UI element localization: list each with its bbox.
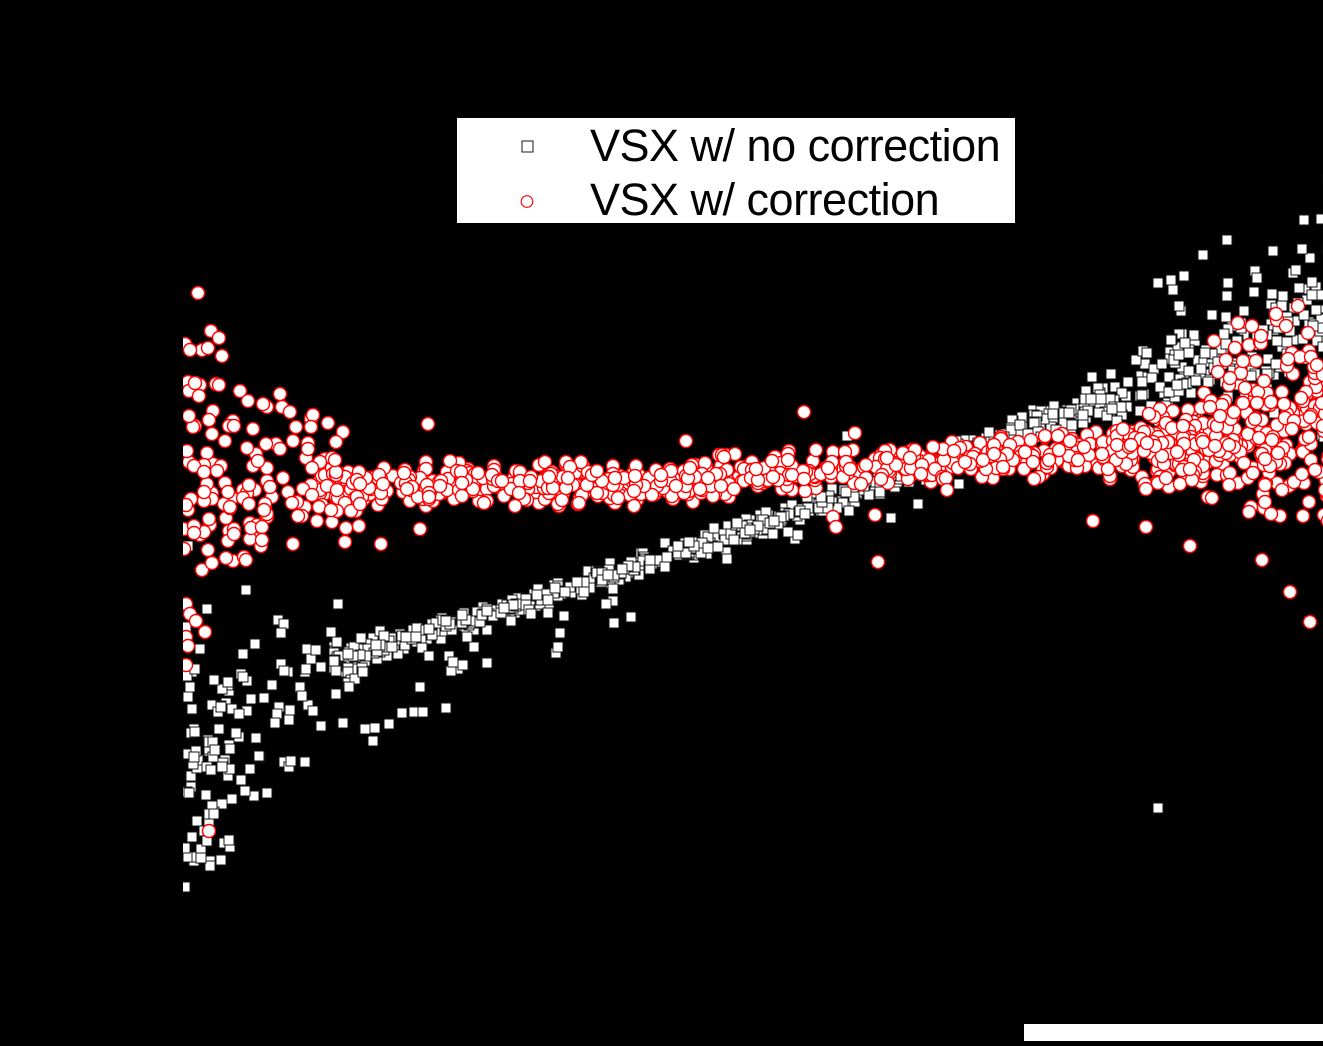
svg-text:VSX w/ no correction: VSX w/ no correction	[590, 120, 1000, 171]
svg-text:VSX w/ correction: VSX w/ correction	[590, 174, 939, 225]
